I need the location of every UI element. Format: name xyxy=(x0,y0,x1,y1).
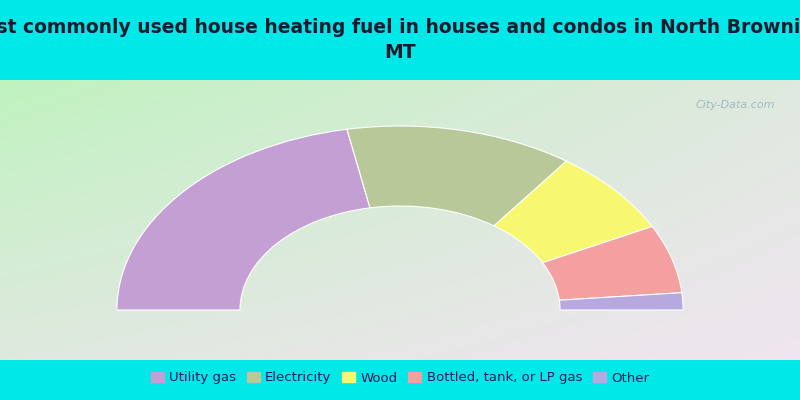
Wedge shape xyxy=(117,129,370,310)
Legend: Utility gas, Electricity, Wood, Bottled, tank, or LP gas, Other: Utility gas, Electricity, Wood, Bottled,… xyxy=(146,368,654,388)
Text: Most commonly used house heating fuel in houses and condos in North Browning,
MT: Most commonly used house heating fuel in… xyxy=(0,18,800,62)
Wedge shape xyxy=(347,126,566,226)
Wedge shape xyxy=(559,293,683,310)
Wedge shape xyxy=(542,226,682,300)
Wedge shape xyxy=(494,161,652,263)
Text: City-Data.com: City-Data.com xyxy=(696,100,775,110)
